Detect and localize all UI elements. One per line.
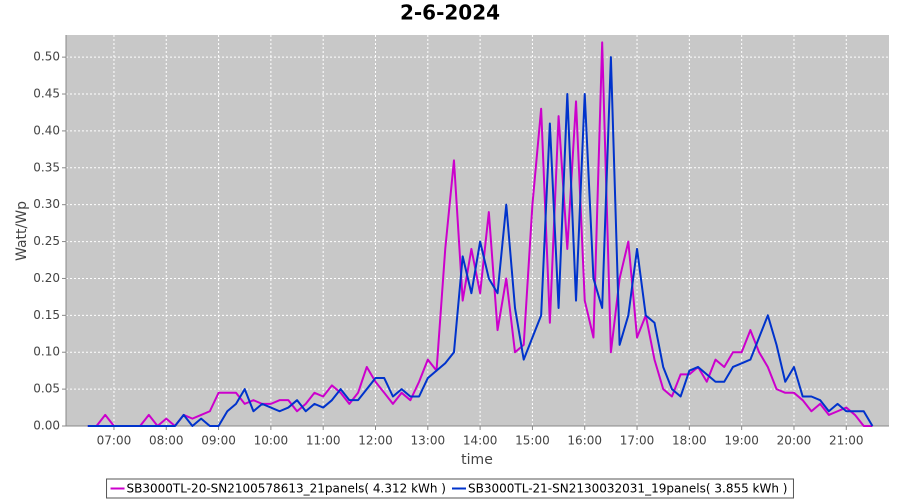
y-tick-label: 0.50	[33, 50, 60, 64]
y-tick-label: 0.05	[33, 382, 60, 396]
y-tick-label: 0.15	[33, 308, 60, 322]
y-tick-label: 0.40	[33, 123, 60, 137]
x-tick-label: 15:00	[515, 434, 550, 448]
legend-text: SB3000TL-21-SN2130032031_19panels( 3.855…	[468, 482, 787, 496]
series-line	[87, 41, 873, 427]
y-tick-label: 0.45	[33, 87, 60, 101]
x-tick-label: 20:00	[777, 434, 812, 448]
legend: SB3000TL-20-SN2100578613_21panels( 4.312…	[106, 478, 794, 499]
x-tick-label: 19:00	[724, 434, 759, 448]
y-tick-label: 0.10	[33, 345, 60, 359]
x-tick-label: 09:00	[201, 434, 236, 448]
chart-title: 2-6-2024	[400, 1, 500, 25]
y-axis-label: Watt/Wp	[14, 201, 30, 261]
y-tick-label: 0.30	[33, 197, 60, 211]
x-tick-label: 12:00	[358, 434, 393, 448]
x-tick-label: 08:00	[149, 434, 184, 448]
x-tick-label: 21:00	[829, 434, 864, 448]
x-tick-label: 11:00	[306, 434, 341, 448]
x-tick-label: 13:00	[411, 434, 446, 448]
y-tick-label: 0.35	[33, 160, 60, 174]
x-tick-label: 18:00	[672, 434, 707, 448]
legend-text: SB3000TL-20-SN2100578613_21panels( 4.312…	[127, 482, 446, 496]
y-tick-label: 0.20	[33, 271, 60, 285]
x-tick-label: 07:00	[97, 434, 132, 448]
y-tick-label: 0.00	[33, 419, 60, 433]
plot-area	[66, 35, 889, 426]
x-tick-label: 17:00	[620, 434, 655, 448]
series-line	[87, 56, 874, 427]
x-tick-label: 16:00	[567, 434, 602, 448]
x-tick-label: 10:00	[254, 434, 289, 448]
x-axis-label: time	[461, 452, 493, 468]
legend-box	[106, 478, 794, 499]
x-tick-label: 14:00	[463, 434, 498, 448]
y-tick-label: 0.25	[33, 234, 60, 248]
